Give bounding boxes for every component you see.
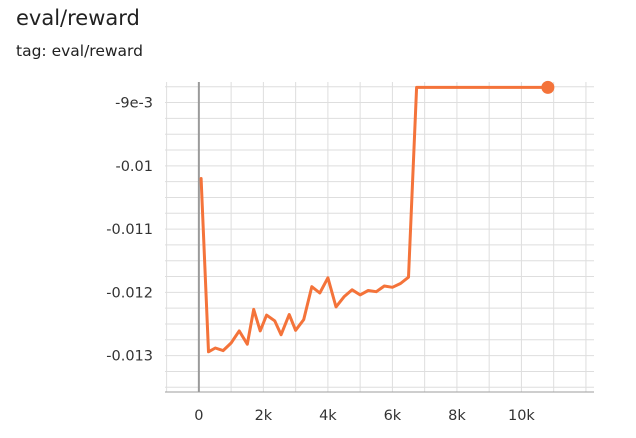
chart-title: eval/reward	[16, 6, 140, 30]
x-tick-label: 8k	[448, 408, 466, 424]
y-tick-label: -0.012	[106, 285, 153, 301]
y-tick-label: -0.011	[106, 222, 153, 238]
x-tick-label: 0	[194, 408, 203, 424]
y-tick-label: -9e-3	[115, 96, 153, 112]
chart-tag: tag: eval/reward	[16, 42, 143, 60]
grid	[165, 82, 594, 392]
last-point-marker	[541, 80, 555, 94]
series-line	[199, 85, 550, 354]
x-axis-ticks: 0 2k 4k 6k 8k 10k	[194, 408, 535, 424]
x-tick-label: 10k	[508, 408, 535, 424]
x-tick-label: 6k	[384, 408, 402, 424]
y-axis-ticks: -9e-3 -0.01 -0.011 -0.012 -0.013	[106, 96, 153, 365]
y-tick-label: -0.013	[106, 349, 153, 365]
x-tick-label: 2k	[255, 408, 273, 424]
axes	[165, 82, 594, 393]
series-layer	[199, 80, 555, 354]
x-tick-label: 4k	[319, 408, 337, 424]
y-tick-label: -0.01	[115, 159, 153, 175]
